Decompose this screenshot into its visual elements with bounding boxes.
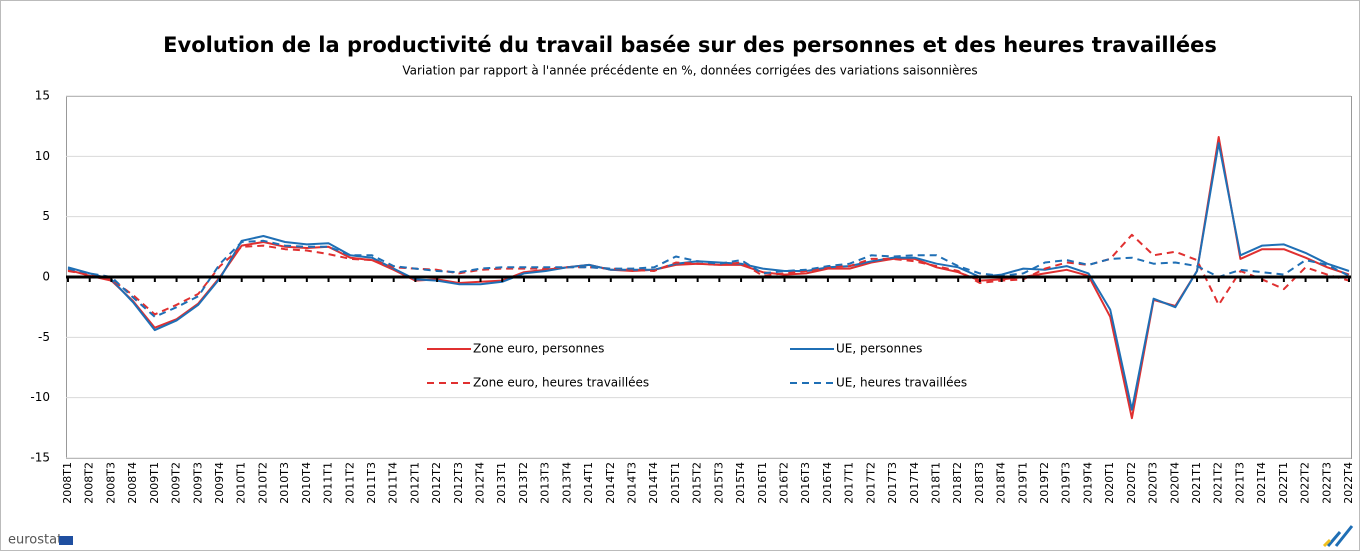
x-tick-label: 2017T3 — [886, 462, 899, 504]
x-tick-label: 2022T2 — [1299, 462, 1312, 504]
x-tick-label: 2012T3 — [452, 462, 465, 504]
x-tick-label: 2015T3 — [712, 462, 725, 504]
x-tick-label: 2016T1 — [756, 462, 769, 504]
x-tick-label: 2008T1 — [61, 462, 74, 504]
x-tick-label: 2018T3 — [973, 462, 986, 504]
x-tick-label: 2014T1 — [582, 462, 595, 504]
x-tick-label: 2011T4 — [387, 462, 400, 504]
x-tick-label: 2010T2 — [256, 462, 269, 504]
x-tick-label: 2017T4 — [908, 462, 921, 504]
x-tick-label: 2013T2 — [517, 462, 530, 504]
x-tick-label: 2009T4 — [213, 462, 226, 504]
x-tick-label: 2018T2 — [951, 462, 964, 504]
x-tick-label: 2009T2 — [170, 462, 183, 504]
logo-mark — [1322, 538, 1332, 548]
series-line — [67, 233, 1350, 316]
y-tick-label: 0 — [42, 270, 50, 284]
x-tick-label: 2011T1 — [322, 462, 335, 504]
chart-title: Evolution de la productivité du travail … — [163, 33, 1217, 57]
chart-subtitle: Variation par rapport à l'année précéden… — [402, 64, 977, 78]
y-tick-label: -5 — [38, 330, 50, 344]
x-tick-label: 2015T2 — [691, 462, 704, 504]
legend-label: UE, heures travaillées — [836, 376, 967, 390]
x-tick-label: 2014T3 — [626, 462, 639, 504]
x-tick-label: 2021T4 — [1255, 462, 1268, 504]
x-tick-label: 2022T1 — [1277, 462, 1290, 504]
x-tick-label: 2008T2 — [83, 462, 96, 504]
x-tick-label: 2016T2 — [777, 462, 790, 504]
x-tick-label: 2011T3 — [365, 462, 378, 504]
x-tick-label: 2010T1 — [235, 462, 248, 504]
x-tick-label: 2009T3 — [191, 462, 204, 504]
x-tick-label: 2013T1 — [495, 462, 508, 504]
logo: eurostat — [8, 533, 62, 548]
x-tick-label: 2014T4 — [647, 462, 660, 504]
x-tick-label: 2010T3 — [278, 462, 291, 504]
x-tick-label: 2019T1 — [1016, 462, 1029, 504]
x-tick-label: 2016T3 — [799, 462, 812, 504]
x-tick-label: 2022T3 — [1320, 462, 1333, 504]
x-tick-label: 2014T2 — [604, 462, 617, 504]
y-tick-label: 15 — [35, 89, 50, 103]
x-tick-label: 2021T3 — [1233, 462, 1246, 504]
y-tick-label: -15 — [30, 451, 50, 465]
legend-label: UE, personnes — [836, 342, 922, 356]
x-tick-label: 2019T3 — [1060, 462, 1073, 504]
x-tick-label: 2016T4 — [821, 462, 834, 504]
x-tick-label: 2012T1 — [408, 462, 421, 504]
x-tick-label: 2013T4 — [560, 462, 573, 504]
x-tick-label: 2020T1 — [1103, 462, 1116, 504]
x-tick-label: 2020T2 — [1125, 462, 1138, 504]
x-tick-label: 2017T1 — [843, 462, 856, 504]
series-line — [67, 239, 1350, 318]
y-tick-label: -10 — [30, 390, 50, 404]
x-tick-label: 2008T4 — [126, 462, 139, 504]
x-tick-label: 2011T2 — [343, 462, 356, 504]
x-tick-label: 2018T1 — [929, 462, 942, 504]
x-tick-label: 2008T3 — [104, 462, 117, 504]
legend-label: Zone euro, personnes — [473, 342, 604, 356]
logo-flag — [59, 536, 73, 545]
x-tick-label: 2022T4 — [1342, 462, 1355, 504]
x-tick-label: 2013T3 — [539, 462, 552, 504]
x-tick-label: 2020T4 — [1168, 462, 1181, 504]
x-tick-label: 2012T4 — [474, 462, 487, 504]
legend-label: Zone euro, heures travaillées — [473, 376, 649, 390]
x-tick-label: 2015T4 — [734, 462, 747, 504]
x-tick-label: 2009T1 — [148, 462, 161, 504]
x-tick-label: 2012T2 — [430, 462, 443, 504]
x-tick-label: 2017T2 — [864, 462, 877, 504]
y-tick-label: 5 — [42, 209, 50, 223]
logo-mark — [1326, 525, 1354, 547]
x-tick-label: 2015T1 — [669, 462, 682, 504]
x-tick-label: 2019T4 — [1081, 462, 1094, 504]
y-tick-label: 10 — [35, 149, 50, 163]
x-tick-label: 2019T2 — [1038, 462, 1051, 504]
x-tick-label: 2021T1 — [1190, 462, 1203, 504]
x-tick-label: 2010T4 — [300, 462, 313, 504]
x-tick-label: 2020T3 — [1147, 462, 1160, 504]
x-tick-label: 2021T2 — [1212, 462, 1225, 504]
x-tick-label: 2018T4 — [995, 462, 1008, 504]
